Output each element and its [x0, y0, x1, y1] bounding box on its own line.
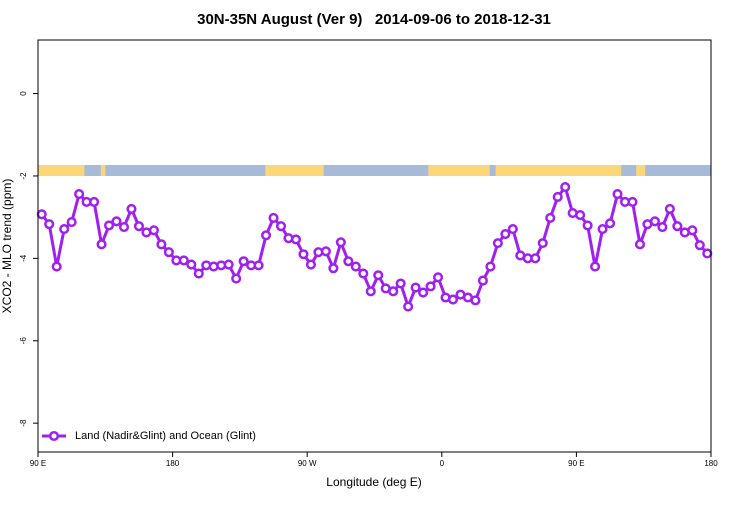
- y-tick-label: 0: [19, 91, 28, 96]
- data-point: [36, 209, 47, 220]
- data-point: [74, 189, 85, 200]
- data-point: [612, 189, 623, 200]
- data-point: [305, 259, 316, 270]
- data-point: [485, 261, 496, 272]
- data-point: [627, 196, 638, 207]
- data-point: [433, 272, 444, 283]
- land-segment: [495, 165, 622, 176]
- data-point: [395, 278, 406, 289]
- data-point: [253, 260, 264, 271]
- data-point: [328, 263, 339, 274]
- data-point: [275, 221, 287, 232]
- data-point: [657, 221, 668, 233]
- data-point: [193, 268, 204, 279]
- data-point: [403, 301, 414, 312]
- data-point: [148, 225, 159, 236]
- data-point: [59, 224, 70, 235]
- ocean-strip: [38, 165, 711, 176]
- data-point: [560, 182, 571, 193]
- data-point: [575, 210, 586, 221]
- data-point: [477, 275, 488, 286]
- data-point: [163, 247, 174, 258]
- data-point: [687, 225, 698, 236]
- data-point: [500, 229, 511, 240]
- data-point: [447, 294, 459, 305]
- data-point: [231, 273, 242, 284]
- data-point: [590, 261, 601, 272]
- land-segment: [100, 165, 106, 176]
- y-tick-label: -6: [19, 337, 28, 345]
- data-point: [537, 238, 548, 249]
- data-point: [343, 256, 354, 267]
- data-point: [261, 230, 272, 241]
- y-tick-label: -8: [19, 419, 28, 427]
- data-point: [66, 217, 77, 228]
- data-point: [156, 239, 167, 250]
- data-point: [664, 203, 675, 214]
- data-point: [702, 248, 713, 259]
- legend-label: Land (Nadir&Glint) and Ocean (Glint): [75, 430, 256, 442]
- data-point: [552, 191, 563, 203]
- data-point: [51, 261, 62, 272]
- data-point: [634, 239, 646, 250]
- data-point: [290, 234, 302, 245]
- data-point: [470, 295, 481, 306]
- x-tick-label: 90 W: [298, 459, 317, 468]
- data-point: [223, 259, 234, 270]
- data-point: [373, 270, 384, 281]
- data-point: [96, 239, 107, 250]
- y-tick-label: -4: [19, 254, 28, 262]
- data-point: [388, 286, 399, 297]
- land-segment: [265, 165, 324, 176]
- data-point: [238, 256, 249, 267]
- data-point: [492, 238, 503, 249]
- x-tick-label: 180: [704, 459, 718, 468]
- data-point: [358, 268, 369, 279]
- data-point: [597, 224, 608, 235]
- data-point: [694, 240, 705, 251]
- data-point: [605, 218, 616, 229]
- data-point: [335, 237, 346, 248]
- data-point: [186, 259, 197, 270]
- y-tick-label: -2: [19, 172, 28, 180]
- data-point: [268, 212, 279, 224]
- data-point: [649, 216, 660, 227]
- data-point: [350, 261, 361, 272]
- data-point: [365, 286, 376, 297]
- data-point: [103, 220, 115, 231]
- data-point: [44, 219, 55, 230]
- data-point: [507, 224, 518, 235]
- data-point: [545, 212, 556, 224]
- data-point: [89, 196, 100, 207]
- legend-box: [39, 425, 284, 447]
- data-point: [118, 221, 130, 233]
- chart-title: 30N-35N August (Ver 9) 2014-09-06 to 201…: [197, 11, 551, 28]
- data-point: [410, 282, 421, 293]
- land-segment: [428, 165, 490, 176]
- x-tick-label: 90 E: [568, 459, 584, 468]
- data-point: [320, 246, 331, 257]
- x-tick-label: 0: [440, 459, 445, 468]
- data-point: [298, 249, 309, 260]
- legend-marker: [48, 430, 60, 442]
- x-tick-label: 180: [166, 459, 180, 468]
- data-point: [418, 287, 429, 298]
- x-tick-label: 90 E: [30, 459, 46, 468]
- x-axis-label: Longitude (deg E): [326, 475, 421, 489]
- plot-frame: [37, 39, 712, 453]
- land-segment: [636, 165, 646, 176]
- land-segment: [38, 165, 85, 176]
- data-point: [530, 253, 541, 264]
- data-point: [178, 255, 189, 266]
- data-point: [133, 221, 144, 232]
- data-point: [425, 281, 436, 292]
- data-point: [126, 203, 137, 214]
- data-point: [111, 216, 122, 227]
- data-point: [582, 220, 593, 231]
- y-axis-label: XCO2 - MLO trend (ppm): [0, 179, 14, 314]
- data-point: [672, 221, 683, 232]
